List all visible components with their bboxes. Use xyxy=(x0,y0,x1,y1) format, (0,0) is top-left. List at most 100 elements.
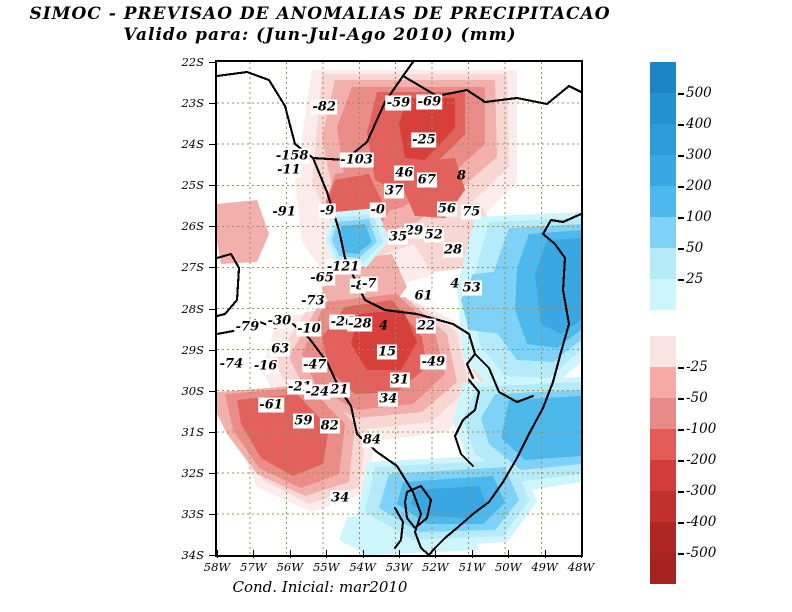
map-value-label: -82 xyxy=(311,99,337,115)
map-value-label: 4 xyxy=(378,318,389,334)
map-value-label: -69 xyxy=(416,94,443,110)
y-axis-tick xyxy=(209,185,217,187)
map-value-label: 84 xyxy=(361,432,382,448)
colorbar-tick xyxy=(678,367,684,369)
map-value-label: 31 xyxy=(389,372,410,388)
colorbar-segment xyxy=(650,553,676,584)
colorbar-label: 25 xyxy=(686,271,704,287)
map-plot-area: -82 -59 -69 -158 -103 -25 -11 46 67 8 37 -91 -9 -0 56 7… xyxy=(215,60,583,557)
y-axis-tick xyxy=(209,103,217,105)
x-axis-label: 52W xyxy=(422,560,449,574)
y-axis-label: 24S xyxy=(181,137,204,152)
colorbar-label: -400 xyxy=(686,514,717,530)
colorbar-tick xyxy=(678,398,684,400)
y-axis-tick xyxy=(209,308,217,310)
colorbar-label: -200 xyxy=(686,452,717,468)
colorbar-segment xyxy=(650,93,676,124)
map-value-label: -103 xyxy=(339,152,374,168)
x-axis-label: 57W xyxy=(240,560,267,574)
y-axis-label: 26S xyxy=(181,219,204,234)
colorbar-segment xyxy=(650,491,676,522)
colorbar-label: 300 xyxy=(686,147,712,163)
y-axis-label: 31S xyxy=(181,424,204,439)
map-value-label: -91 xyxy=(271,204,297,220)
y-axis-tick xyxy=(209,431,217,433)
colorbar-segment xyxy=(650,279,676,310)
colorbar-segment xyxy=(650,155,676,186)
map-value-label: -65 xyxy=(309,270,335,286)
colorbar-tick xyxy=(678,429,684,431)
colorbar-label: -50 xyxy=(686,390,708,406)
map-value-label: -25 xyxy=(411,132,437,148)
colorbar-label: -300 xyxy=(686,483,717,499)
x-axis-label: 55W xyxy=(312,560,340,574)
y-axis-label: 30S xyxy=(181,383,204,398)
colorbar-segment xyxy=(650,336,676,367)
colorbar-label: 100 xyxy=(686,209,712,225)
colorbar-label: 50 xyxy=(686,240,704,256)
y-axis-tick xyxy=(209,349,217,351)
y-axis-label: 28S xyxy=(181,301,204,316)
colorbar-label: 400 xyxy=(686,116,712,132)
map-value-label: 52 xyxy=(423,227,444,243)
colorbar-segment xyxy=(650,429,676,460)
x-axis-tick xyxy=(399,550,400,558)
y-axis-tick xyxy=(209,62,217,63)
x-axis-label: 49W xyxy=(531,560,558,574)
map-value-label: -59 xyxy=(385,95,412,111)
colorbar-label: -100 xyxy=(686,421,717,437)
y-axis-label: 22S xyxy=(181,55,204,69)
x-axis-tick xyxy=(471,550,473,558)
chart-title-block: SIMOC - PREVISAO DE ANOMALIAS DE PRECIPI… xyxy=(0,4,640,46)
x-axis-label: 56W xyxy=(276,560,304,574)
x-axis-tick xyxy=(508,550,510,558)
precipitation-anomaly-raster xyxy=(217,62,581,555)
colorbar-label: -25 xyxy=(686,359,708,375)
x-axis-tick xyxy=(289,550,291,558)
colorbar-tick xyxy=(678,460,684,462)
map-value-label: 15 xyxy=(377,344,398,360)
y-axis-tick xyxy=(209,226,217,228)
y-axis-label: 29S xyxy=(181,342,204,357)
map-value-label: 34 xyxy=(378,391,399,407)
map-value-label: 63 xyxy=(270,341,291,357)
colorbar-segment xyxy=(650,248,676,279)
map-value-label: -47 xyxy=(301,357,328,373)
initial-condition-note: Cond. Inicial: mar2010 xyxy=(232,578,408,596)
y-axis-tick xyxy=(209,267,217,269)
map-value-label: -10 xyxy=(296,321,322,337)
map-value-label: -28 xyxy=(347,316,373,332)
map-value-label: -79 xyxy=(234,319,261,335)
y-axis-tick xyxy=(209,513,217,515)
x-axis-tick xyxy=(217,550,218,558)
colorbar-tick xyxy=(678,155,684,157)
x-axis-tick xyxy=(435,550,437,558)
y-axis-label: 32S xyxy=(181,465,204,480)
y-axis-label: 23S xyxy=(181,96,204,111)
map-value-label: 8 xyxy=(456,168,466,184)
colorbar-segment xyxy=(650,522,676,553)
x-axis-tick xyxy=(581,550,582,558)
map-value-label: 34 xyxy=(330,490,351,506)
map-value-label: 29 xyxy=(404,223,425,239)
x-axis-tick xyxy=(253,550,255,558)
x-axis-label: 54W xyxy=(349,560,376,574)
map-value-label: -49 xyxy=(420,354,447,370)
y-axis-tick xyxy=(209,144,217,146)
title-line-1: SIMOC - PREVISAO DE ANOMALIAS DE PRECIPI… xyxy=(29,4,611,24)
colorbar-tick xyxy=(678,93,684,95)
y-axis-label: 34S xyxy=(181,548,204,562)
colorbar-label: 500 xyxy=(686,85,712,101)
y-axis-tick xyxy=(209,472,217,474)
map-value-label: 35 xyxy=(388,229,409,245)
colorbar-label: -500 xyxy=(686,545,717,561)
colorbar-tick xyxy=(678,522,684,524)
map-value-label: 28 xyxy=(443,242,464,258)
map-value-label: 75 xyxy=(461,204,482,220)
colorbar-label: 200 xyxy=(686,178,712,194)
map-value-label: 21 xyxy=(329,382,350,398)
map-value-label: -74 xyxy=(218,356,245,372)
map-value-label: 37 xyxy=(384,183,405,199)
map-value-label: -158 xyxy=(274,148,310,164)
y-axis-label: 33S xyxy=(181,506,204,521)
